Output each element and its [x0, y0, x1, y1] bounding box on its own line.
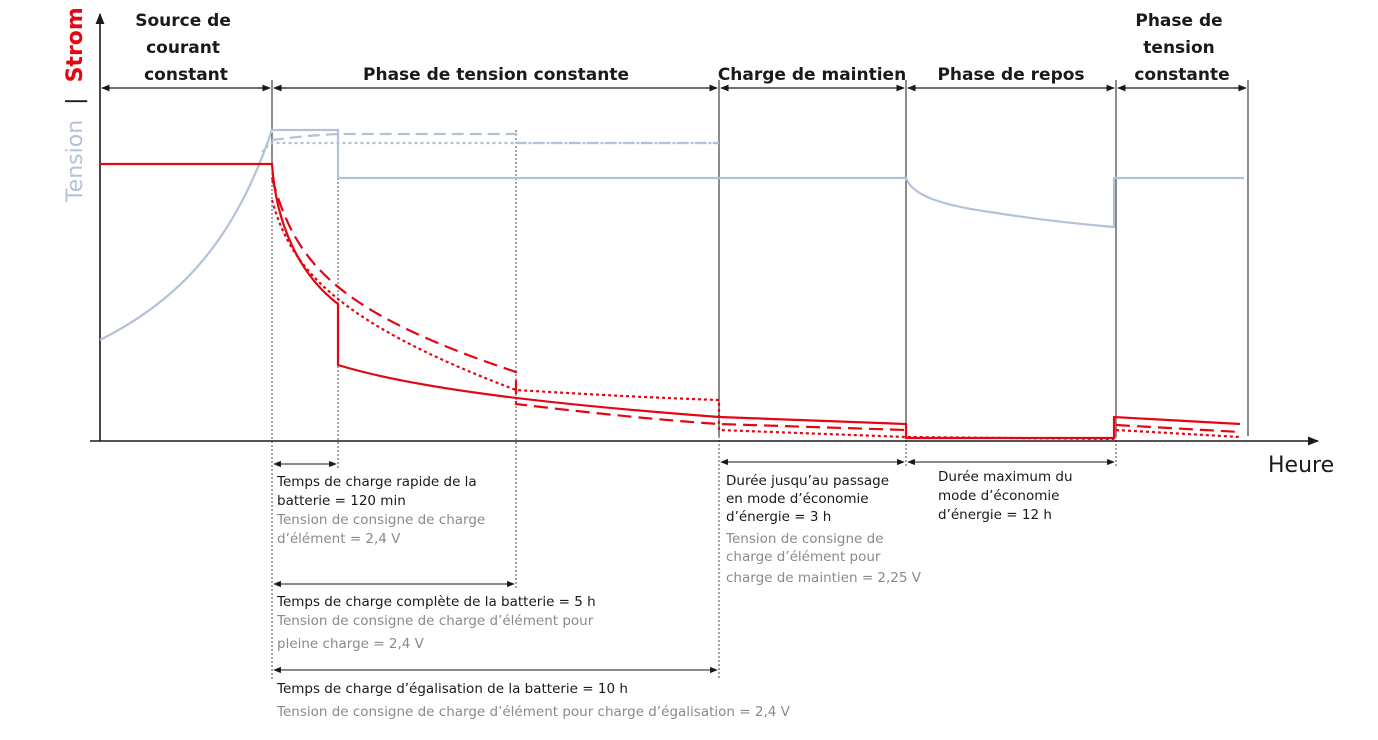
- strom-curve-dotted: [270, 199, 1241, 441]
- y-label-separator: |: [63, 97, 88, 104]
- annotation-rapide: Temps de charge rapide de la batterie = …: [276, 471, 490, 547]
- phase-dividers: [271, 80, 1249, 436]
- annotation-egalisation: Temps de charge d’égalisation de la batt…: [276, 678, 791, 720]
- strom-curves: [100, 162, 1241, 441]
- phase-title-p4: Phase de repos: [937, 65, 1084, 85]
- strom-curve-solid: [100, 162, 1241, 440]
- phase-title-p2: Phase de tension constante: [363, 65, 629, 85]
- y-axis-label: Tension | Strom: [63, 7, 88, 203]
- tension-curves: [99, 128, 1244, 341]
- annotation-repos: Durée maximum du mode d’économie d’énerg…: [938, 466, 1078, 523]
- phase-title-p5: Phase de tension constante: [1134, 11, 1229, 85]
- annotation-complete: Temps de charge complète de la batterie …: [276, 591, 601, 652]
- y-label-strom: Strom: [63, 7, 88, 82]
- phase-title-p1: Source de courant constant: [135, 11, 237, 85]
- phase-title-p3: Charge de maintien: [718, 65, 906, 85]
- strom-curve-dashed: [270, 177, 1241, 434]
- annotation-passage: Durée jusqu’au passage en mode d’économi…: [725, 470, 922, 586]
- tension-curve-dotted: [261, 141, 719, 153]
- x-axis-label: Heure: [1268, 453, 1334, 478]
- y-label-tension: Tension: [63, 120, 88, 203]
- tension-curve-main: [99, 128, 1244, 341]
- tension-curve-dashed: [271, 132, 719, 145]
